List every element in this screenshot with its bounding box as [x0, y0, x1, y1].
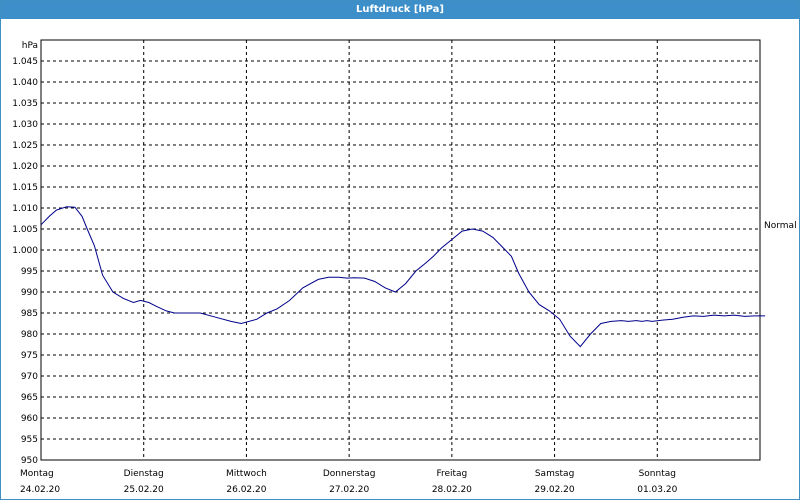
x-tick-date-label: 28.02.20: [432, 485, 472, 495]
y-tick-label: 1.020: [12, 162, 38, 172]
x-tick-date-label: 24.02.20: [20, 485, 60, 495]
y-tick-label: 990: [21, 288, 38, 298]
y-tick-label: 965: [21, 393, 38, 403]
reference-line-label: Normal: [764, 221, 797, 231]
y-tick-label: 1.005: [12, 225, 38, 235]
y-tick-label: 1.025: [12, 141, 38, 151]
x-tick-day-label: Mittwoch: [226, 469, 267, 479]
y-tick-label: 1.030: [12, 120, 38, 130]
y-tick-label: 975: [21, 351, 38, 361]
x-tick-day-label: Samstag: [535, 469, 574, 479]
x-tick-day-label: Montag: [20, 469, 54, 479]
x-tick-day-label: Sonntag: [639, 469, 676, 479]
y-tick-label: 1.010: [12, 204, 38, 214]
y-tick-label: 1.015: [12, 183, 38, 193]
x-tick-date-label: 26.02.20: [226, 485, 266, 495]
y-tick-label: 995: [21, 267, 38, 277]
y-tick-label: 1.000: [12, 246, 38, 256]
x-tick-date-label: 27.02.20: [329, 485, 369, 495]
x-tick-day-label: Freitag: [436, 469, 467, 479]
y-tick-label: 1.045: [12, 57, 38, 67]
y-axis-unit-label: hPa: [22, 41, 38, 51]
y-tick-label: 955: [21, 435, 38, 445]
pressure-series-line: [40, 206, 766, 348]
x-tick-date-label: 29.02.20: [535, 485, 575, 495]
plot-area-border: [40, 39, 761, 461]
y-tick-label: 980: [21, 330, 38, 340]
x-tick-date-label: 25.02.20: [124, 485, 164, 495]
y-tick-label: 970: [21, 372, 38, 382]
x-tick-day-label: Donnerstag: [323, 469, 376, 479]
chart-title: Luftdruck [hPa]: [1, 1, 799, 19]
x-tick-day-label: Dienstag: [124, 469, 164, 479]
y-tick-label: 1.035: [12, 99, 38, 109]
y-tick-label: 985: [21, 309, 38, 319]
y-tick-label: 960: [21, 414, 38, 424]
y-tick-label: 950: [21, 456, 38, 466]
y-tick-label: 1.040: [12, 78, 38, 88]
x-tick-date-label: 01.03.20: [637, 485, 677, 495]
